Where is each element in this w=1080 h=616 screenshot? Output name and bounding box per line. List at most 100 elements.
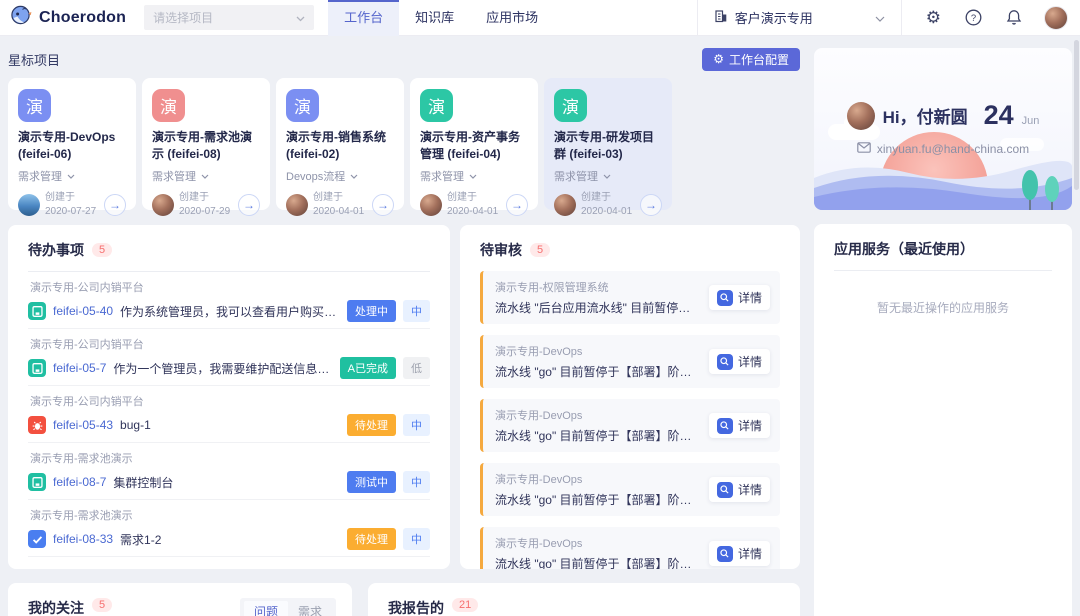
project-card[interactable]: 演 演示专用-研发项目群 (feifei-03) 需求管理 创建于 2020-0…: [544, 78, 672, 217]
todo-item[interactable]: 演示专用-公司内销平台 feifei-05-43 bug-1: [28, 386, 430, 443]
project-card[interactable]: 演 演示专用-销售系统 (feifei-02) Devops流程 创建于 202…: [276, 78, 404, 217]
created-meta: 创建于 2020-04-01: [581, 191, 632, 218]
todo-item-id[interactable]: feifei-05-43: [53, 418, 114, 432]
detail-button[interactable]: 详情: [708, 349, 770, 374]
my-watch-title: 我的关注: [28, 600, 84, 616]
watch-tab-group: 问题 需求: [239, 598, 336, 616]
detail-label: 详情: [737, 483, 762, 497]
creator-avatar: [18, 193, 40, 216]
open-project-arrow-button[interactable]: →: [372, 193, 394, 216]
project-card-footer: 创建于 2020-04-01 →: [286, 191, 394, 218]
watch-tab[interactable]: 问题: [243, 601, 288, 616]
workbench-config-button[interactable]: ⚙ 工作台配置: [702, 47, 800, 71]
open-project-arrow-button[interactable]: →: [506, 193, 528, 216]
project-category-label: 需求管理: [420, 171, 464, 183]
project-select-placeholder: 请选择项目: [153, 11, 214, 25]
review-card: 待审核 5 演示专用-权限管理系统 流水线 "后台应用流水线" 目前暂停于【St…: [460, 225, 800, 569]
project-category-dropdown[interactable]: Devops流程: [286, 168, 394, 184]
user-email: xinyuan.fu@hand-china.com: [876, 142, 1030, 156]
project-select[interactable]: 请选择项目: [144, 5, 315, 30]
project-card[interactable]: 演 演示专用-DevOps (feifei-06) 需求管理 创建于 2020-…: [8, 78, 136, 217]
todo-item[interactable]: 演示专用-需求池演示 feifei-08-33 需求1-2: [28, 500, 430, 557]
user-avatar[interactable]: [1044, 5, 1068, 30]
created-date: 2020-04-01: [581, 205, 633, 217]
todo-item-id[interactable]: feifei-08-7: [53, 475, 107, 489]
review-item-text: 演示专用-DevOps 流水线 "go" 目前暂停于【部署】阶段，需要您进行审核: [495, 471, 699, 508]
notification-bell-icon[interactable]: [1006, 9, 1022, 26]
brand-name: Choerodon: [39, 8, 127, 26]
review-item: 演示专用-权限管理系统 流水线 "后台应用流水线" 目前暂停于【Staging部…: [480, 271, 780, 324]
todo-item-id[interactable]: feifei-05-7: [53, 361, 107, 375]
project-category-dropdown[interactable]: 需求管理: [554, 168, 662, 184]
created-label: 创建于: [179, 192, 209, 203]
project-category-dropdown[interactable]: 需求管理: [420, 168, 528, 184]
review-item-project: 演示专用-DevOps: [495, 474, 583, 486]
status-badge: A已完成: [339, 357, 396, 379]
project-cards-row: 演 演示专用-DevOps (feifei-06) 需求管理 创建于 2020-…: [8, 78, 800, 217]
workbench-config-label: 工作台配置: [728, 52, 789, 67]
todo-item-row: feifei-05-7 作为一个管理员，我需要维护配送信息，以便用户... A已…: [28, 357, 430, 379]
project-category-dropdown[interactable]: 需求管理: [152, 168, 260, 184]
cloud-shape: [1000, 138, 1044, 151]
detail-button[interactable]: 详情: [708, 413, 770, 438]
detail-button[interactable]: 详情: [708, 477, 770, 502]
todo-item-summary: 需求1-2: [120, 532, 162, 547]
todo-item-id[interactable]: feifei-08-33: [53, 532, 114, 546]
review-item-message: 流水线 "后台应用流水线" 目前暂停于【Staging部署】阶...: [495, 301, 699, 315]
org-select[interactable]: 客户演示专用: [696, 0, 902, 35]
project-category-label: Devops流程: [286, 171, 346, 183]
watch-tab[interactable]: 需求: [297, 605, 322, 616]
top-navbar: Choerodon 请选择项目 工作台 知识库 应用市场 客户演示专用: [0, 0, 1080, 36]
review-item-text: 演示专用-DevOps 流水线 "go" 目前暂停于【部署】阶段，需要您进行审核: [495, 535, 699, 569]
status-badge: 待处理: [347, 528, 396, 550]
todo-item-row: feifei-05-40 作为系统管理员，我可以查看用户购买过哪些商品 处理中 …: [28, 300, 430, 322]
help-icon[interactable]: ?: [965, 9, 982, 26]
todo-item-project: 演示专用-需求池演示: [30, 453, 133, 465]
creator-avatar: [152, 193, 174, 216]
divider: [834, 270, 1052, 271]
detail-label: 详情: [737, 355, 762, 369]
todo-item-id[interactable]: feifei-05-40: [53, 304, 114, 318]
review-item-message: 流水线 "go" 目前暂停于【部署】阶段，需要您进行审核: [495, 429, 699, 443]
review-item-text: 演示专用-权限管理系统 流水线 "后台应用流水线" 目前暂停于【Staging部…: [495, 279, 699, 316]
nav-tab[interactable]: 应用市场: [486, 9, 539, 25]
organization-icon: [714, 9, 728, 26]
starred-projects-header: 星标项目 ⚙ 工作台配置: [8, 47, 800, 71]
main-content: 星标项目 ⚙ 工作台配置 演 演示专用-DevOps (feifei-06) 需…: [0, 36, 1080, 616]
created-date: 2020-07-29: [179, 205, 231, 217]
detail-button[interactable]: 详情: [708, 285, 770, 310]
review-item-project: 演示专用-DevOps: [495, 346, 583, 358]
settings-gear-icon[interactable]: ⚙: [925, 8, 941, 27]
nav-tab[interactable]: 工作台: [328, 0, 400, 36]
project-card-footer: 创建于 2020-07-27 →: [18, 191, 126, 218]
project-category-dropdown[interactable]: 需求管理: [18, 168, 126, 184]
open-project-arrow-button[interactable]: →: [238, 193, 260, 216]
review-item-message: 流水线 "go" 目前暂停于【部署】阶段，需要您进行审核: [495, 557, 699, 569]
review-item-message: 流水线 "go" 目前暂停于【部署】阶段，需要您进行审核: [495, 493, 699, 507]
created-label: 创建于: [313, 192, 343, 203]
detail-magnifier-icon: [716, 289, 733, 306]
scrollbar-thumb[interactable]: [1074, 40, 1079, 190]
todo-card: 待办事项 5 演示专用-公司内销平台: [8, 225, 450, 569]
open-project-arrow-button[interactable]: →: [104, 193, 126, 216]
chevron-down-icon: [875, 10, 885, 25]
detail-magnifier-icon: [716, 545, 733, 562]
todo-item-row: feifei-08-7 集群控制台 测试中 中: [28, 471, 430, 493]
review-item-message: 流水线 "go" 目前暂停于【部署】阶段，需要您进行审核: [495, 365, 699, 379]
my-watch-count-badge: 5: [92, 598, 113, 612]
todo-item[interactable]: 演示专用-需求池演示 feifei-08-7 集群控制台: [28, 443, 430, 500]
nav-tab[interactable]: 知识库: [415, 9, 455, 25]
todo-item-row: feifei-05-43 bug-1 待处理 中: [28, 414, 430, 436]
project-card[interactable]: 演 演示专用-需求池演示 (feifei-08) 需求管理 创建于 2020-0…: [142, 78, 270, 217]
project-category-label: 需求管理: [18, 171, 62, 183]
todo-item-summary: 集群控制台: [113, 475, 174, 490]
open-project-arrow-button[interactable]: →: [640, 193, 662, 216]
detail-button[interactable]: 详情: [708, 541, 770, 566]
app-service-title: 应用服务（最近使用）: [834, 241, 974, 257]
todo-item[interactable]: 演示专用-公司内销平台 feifei-05-7 作为一个管理员，我需要维护配送信…: [28, 329, 430, 386]
brand[interactable]: Choerodon: [10, 4, 126, 31]
project-card[interactable]: 演 演示专用-资产事务管理 (feifei-04) 需求管理 创建于 2020-…: [410, 78, 538, 217]
todo-item[interactable]: 演示专用-公司内销平台 feifei-05-40 作为系统管理员，我可以查看用户…: [28, 272, 430, 329]
todo-list: 演示专用-公司内销平台 feifei-05-40 作为系统管理员，我可以查看用户…: [28, 272, 430, 557]
